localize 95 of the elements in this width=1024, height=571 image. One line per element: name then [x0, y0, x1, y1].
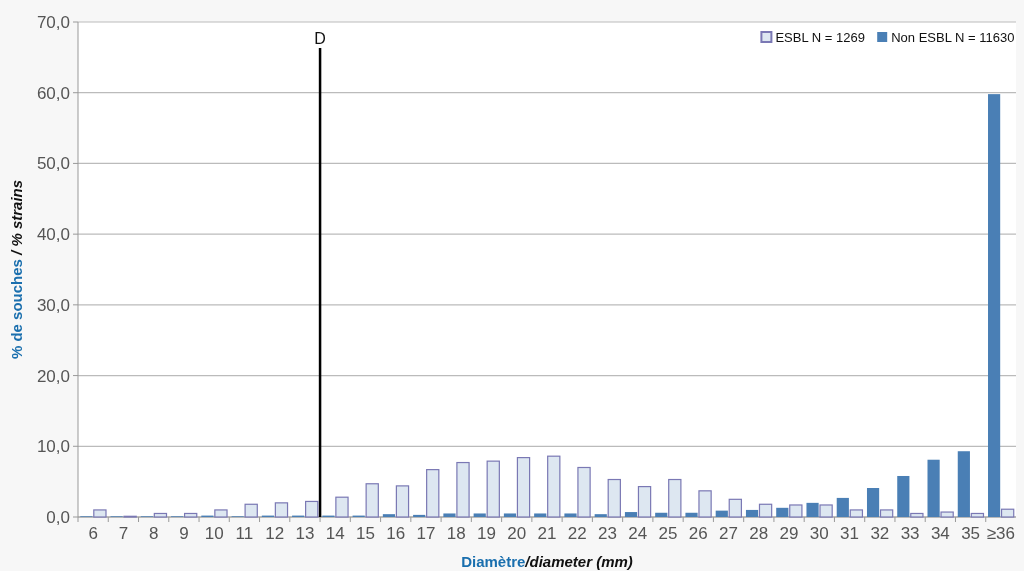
- x-tick-label: 28: [749, 524, 769, 543]
- x-tick-label: 21: [537, 524, 557, 543]
- bar: [382, 514, 396, 517]
- bar: [594, 514, 607, 517]
- bar: [153, 512, 168, 518]
- x-tick-label: 11: [235, 524, 254, 543]
- bar: [685, 512, 698, 517]
- y-tick-label: 60,0: [36, 83, 70, 103]
- x-tick-label: 6: [88, 524, 98, 543]
- x-tick-label: 13: [295, 524, 315, 543]
- x-tick-label: 24: [628, 524, 648, 543]
- x-tick-label: 25: [658, 524, 678, 543]
- bar: [927, 459, 940, 517]
- bar: [547, 455, 561, 518]
- x-tick-label: 27: [719, 524, 739, 543]
- x-tick-label: 7: [118, 524, 129, 543]
- bar: [897, 475, 910, 517]
- bar: [789, 504, 803, 518]
- x-tick-label: 12: [265, 524, 285, 543]
- bar: [244, 503, 258, 518]
- bar: [413, 514, 426, 517]
- x-tick-label: 20: [507, 524, 527, 543]
- bar: [698, 490, 712, 518]
- bar: [607, 478, 621, 518]
- x-tick-label: 35: [961, 524, 981, 543]
- bar: [988, 94, 1001, 517]
- y-axis-title: % de souches / % strains: [8, 179, 25, 360]
- bar: [443, 513, 456, 517]
- bar: [668, 478, 682, 518]
- bar: [637, 485, 652, 518]
- bar: [395, 485, 410, 518]
- bar: [836, 497, 849, 517]
- bar: [715, 510, 728, 517]
- y-tick-label: 50,0: [36, 154, 70, 174]
- ref-line-label: D: [314, 30, 326, 47]
- y-tick-label: 30,0: [36, 295, 70, 315]
- bar: [957, 451, 970, 517]
- bar: [93, 509, 107, 518]
- bar: [758, 503, 773, 518]
- y-tick-label: 10,0: [36, 437, 70, 457]
- x-tick-label: ≥36: [986, 524, 1015, 543]
- x-tick-label: 10: [204, 524, 224, 543]
- bar: [728, 498, 743, 518]
- legend-label: Non ESBL N = 11630: [891, 30, 1015, 45]
- x-tick-label: 9: [179, 524, 189, 543]
- bar: [849, 509, 864, 518]
- x-tick-label: 30: [809, 524, 829, 543]
- x-tick-label: 17: [416, 524, 436, 543]
- bar: [365, 483, 379, 518]
- x-tick-label: 32: [870, 524, 890, 543]
- bar: [970, 512, 985, 518]
- legend-label: ESBL N = 1269: [775, 30, 865, 45]
- bar: [214, 509, 228, 518]
- bar: [456, 461, 470, 518]
- x-tick-label: 14: [325, 524, 345, 543]
- bar: [516, 457, 531, 518]
- bar: [879, 509, 894, 518]
- x-tick-label: 22: [567, 524, 587, 543]
- bar: [940, 511, 954, 518]
- bar: [183, 512, 198, 518]
- bar: [776, 507, 789, 517]
- bar: [473, 513, 486, 517]
- bar: [745, 509, 759, 517]
- bar: [564, 513, 577, 517]
- x-tick-label: 23: [598, 524, 617, 543]
- bar: [577, 466, 591, 518]
- y-tick-label: 20,0: [36, 366, 70, 386]
- bar: [624, 512, 638, 517]
- x-tick-label: 16: [386, 524, 406, 543]
- y-tick-label: 0,0: [46, 508, 70, 527]
- bar: [866, 488, 880, 517]
- bar: [1000, 508, 1015, 518]
- x-tick-label: 19: [477, 524, 496, 543]
- x-tick-label: 15: [355, 524, 375, 543]
- x-axis-title: Diamètre/diameter (mm): [461, 553, 633, 570]
- x-tick-label: 34: [930, 524, 950, 543]
- bar: [335, 496, 349, 518]
- bar: [534, 513, 547, 517]
- y-tick-label: 40,0: [36, 225, 70, 245]
- bar: [503, 513, 517, 517]
- bar: [806, 502, 819, 517]
- x-tick-label: 8: [148, 524, 159, 543]
- x-tick-label: 26: [688, 524, 708, 543]
- bar: [426, 469, 440, 518]
- x-tick-label: 33: [900, 524, 920, 543]
- x-tick-label: 29: [779, 524, 799, 543]
- y-tick-label: 70,0: [36, 13, 70, 32]
- x-tick-label: 31: [840, 524, 860, 543]
- bar: [819, 504, 833, 518]
- bar: [305, 500, 319, 518]
- bar: [486, 460, 500, 518]
- bar: [274, 502, 289, 518]
- x-tick-label: 18: [446, 524, 466, 543]
- bar: [910, 512, 924, 518]
- bar: [655, 512, 668, 517]
